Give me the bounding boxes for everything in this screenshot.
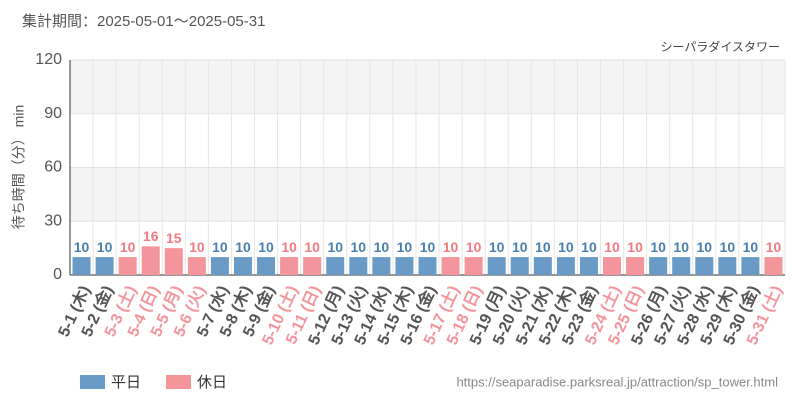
bar xyxy=(280,257,299,275)
bar xyxy=(418,257,437,275)
bar xyxy=(603,257,622,275)
bar xyxy=(72,257,91,275)
legend-label: 休日 xyxy=(197,374,227,391)
bar xyxy=(395,257,414,275)
legend-swatch xyxy=(166,375,191,389)
bar xyxy=(303,257,322,275)
chart-subtitle: シーパラダイスタワー xyxy=(660,39,780,54)
data-label: 10 xyxy=(535,239,551,255)
data-label: 10 xyxy=(304,239,320,255)
legend-swatch xyxy=(80,375,105,389)
grid-band xyxy=(70,60,785,114)
data-label: 16 xyxy=(143,228,159,244)
bar xyxy=(187,257,206,275)
data-label: 10 xyxy=(489,239,505,255)
data-label: 10 xyxy=(743,239,759,255)
data-label: 10 xyxy=(351,239,367,255)
bar xyxy=(118,257,137,275)
bar xyxy=(579,257,598,275)
data-label: 10 xyxy=(189,239,205,255)
bar xyxy=(718,257,737,275)
bar xyxy=(210,257,229,275)
bar xyxy=(649,257,668,275)
data-label: 10 xyxy=(235,239,251,255)
bar xyxy=(164,248,183,275)
bar xyxy=(372,257,391,275)
legend-label: 平日 xyxy=(111,374,141,391)
y-tick-label: 120 xyxy=(35,51,62,68)
data-label: 10 xyxy=(281,239,297,255)
data-label: 10 xyxy=(466,239,482,255)
grid-band xyxy=(70,167,785,222)
data-label: 10 xyxy=(766,239,782,255)
bar xyxy=(95,257,114,275)
bar xyxy=(741,257,760,275)
y-tick-label: 90 xyxy=(44,105,62,122)
y-tick-label: 0 xyxy=(53,266,62,283)
bar xyxy=(141,246,160,275)
bar xyxy=(764,257,783,275)
bar xyxy=(257,257,276,275)
data-label: 10 xyxy=(97,239,113,255)
data-label: 10 xyxy=(558,239,574,255)
data-label: 10 xyxy=(374,239,390,255)
y-axis-label: 待ち時間（分） min xyxy=(11,105,27,229)
data-label: 10 xyxy=(397,239,413,255)
data-label: 10 xyxy=(604,239,620,255)
bar xyxy=(233,257,252,275)
bar xyxy=(510,257,529,275)
data-label: 10 xyxy=(673,239,689,255)
data-label: 10 xyxy=(258,239,274,255)
bar xyxy=(464,257,483,275)
bar xyxy=(556,257,575,275)
data-label: 10 xyxy=(212,239,228,255)
data-label: 10 xyxy=(443,239,459,255)
bar xyxy=(533,257,552,275)
data-label: 10 xyxy=(512,239,528,255)
data-label: 10 xyxy=(627,239,643,255)
bar xyxy=(326,257,345,275)
bar xyxy=(349,257,368,275)
data-label: 10 xyxy=(650,239,666,255)
data-label: 10 xyxy=(420,239,436,255)
data-label: 10 xyxy=(120,239,136,255)
bar xyxy=(672,257,691,275)
data-label: 10 xyxy=(720,239,736,255)
source-url: https://seaparadise.parksreal.jp/attract… xyxy=(456,374,778,389)
bar xyxy=(441,257,460,275)
y-tick-label: 60 xyxy=(44,159,62,176)
data-label: 15 xyxy=(166,230,182,246)
data-label: 10 xyxy=(581,239,597,255)
bar xyxy=(695,257,714,275)
data-label: 10 xyxy=(74,239,90,255)
bar xyxy=(487,257,506,275)
data-label: 10 xyxy=(327,239,343,255)
data-label: 10 xyxy=(696,239,712,255)
bar xyxy=(626,257,645,275)
y-tick-label: 30 xyxy=(44,212,62,229)
chart-title: 集計期間：2025-05-01～2025-05-31 xyxy=(22,13,265,30)
